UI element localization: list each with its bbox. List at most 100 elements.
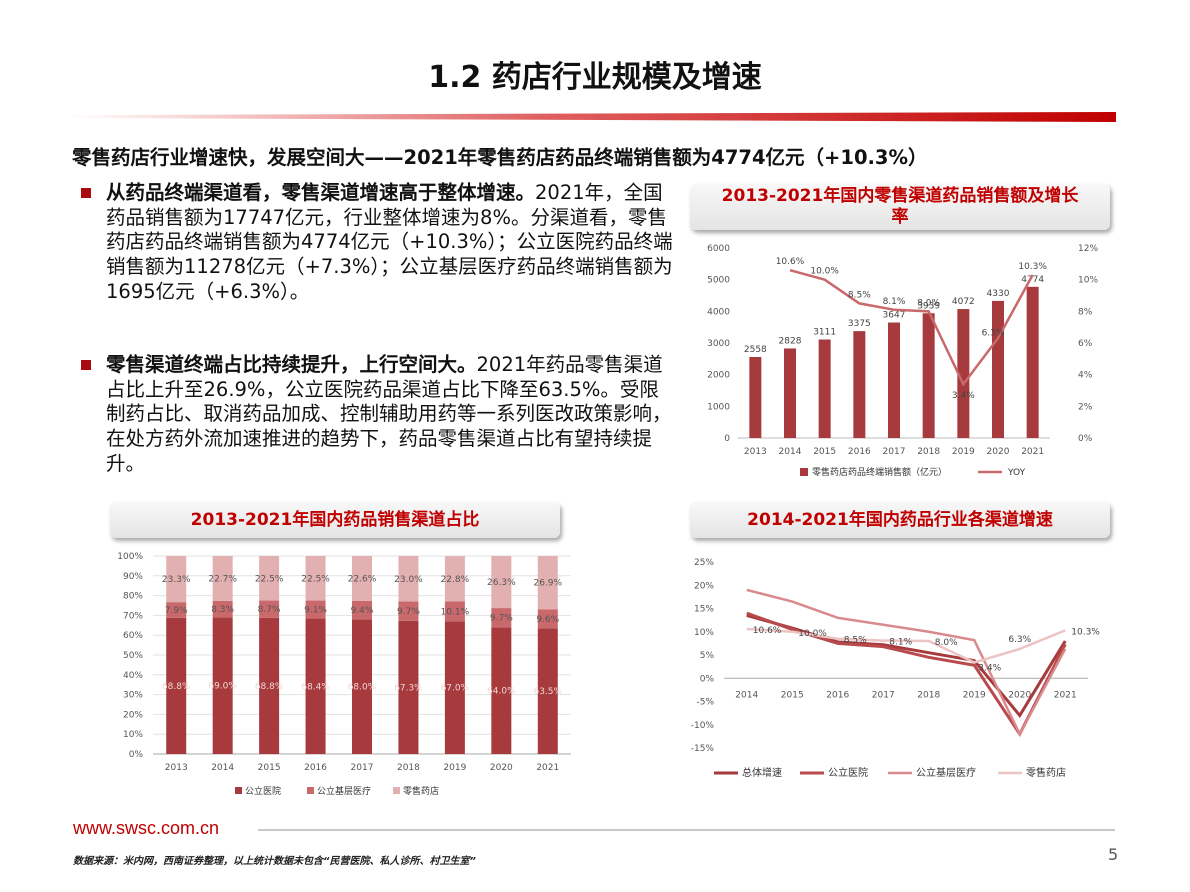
stacked-bar-segment bbox=[259, 617, 280, 754]
bar-value-label: 3375 bbox=[848, 319, 871, 329]
y-tick-label: 20% bbox=[694, 581, 714, 591]
segment-value-label: 22.7% bbox=[208, 574, 237, 584]
x-tick-label: 2018 bbox=[917, 447, 940, 457]
chart3-title-text: 2014-2021年国内药品行业各渠道增速 bbox=[747, 509, 1053, 530]
stacked-bar-segment bbox=[305, 618, 326, 754]
y2-tick-label: 10% bbox=[1078, 276, 1098, 286]
stacked-bar-segment bbox=[491, 627, 512, 754]
segment-value-label: 67.0% bbox=[441, 684, 470, 694]
retail-value-label: 8.0% bbox=[935, 638, 958, 648]
x-tick-label: 2020 bbox=[987, 447, 1010, 457]
bullet-2-bold: 零售渠道终端占比持续提升，上行空间大。 bbox=[106, 353, 477, 376]
retail-value-label: 8.1% bbox=[889, 638, 912, 648]
y2-tick-label: 0% bbox=[1078, 434, 1093, 444]
x-tick-label: 2015 bbox=[781, 690, 804, 700]
segment-value-label: 9.6% bbox=[536, 615, 559, 625]
y-tick-label: 5000 bbox=[707, 276, 730, 286]
x-tick-label: 2014 bbox=[735, 690, 758, 700]
stacked-bar-segment bbox=[491, 608, 512, 628]
segment-value-label: 26.3% bbox=[487, 578, 516, 588]
bullet-square-icon bbox=[81, 188, 91, 198]
yoy-value-label: 8.0% bbox=[917, 298, 940, 308]
x-tick-label: 2018 bbox=[917, 690, 940, 700]
legend-label: 公立医院 bbox=[245, 785, 281, 797]
x-tick-label: 2020 bbox=[1008, 690, 1031, 700]
segment-value-label: 8.7% bbox=[258, 605, 281, 615]
bar bbox=[922, 313, 935, 438]
legend-swatch bbox=[307, 787, 314, 794]
segment-value-label: 9.7% bbox=[490, 614, 513, 624]
segment-value-label: 9.7% bbox=[397, 607, 420, 617]
segment-value-label: 22.8% bbox=[441, 575, 470, 585]
stacked-bar-segment bbox=[352, 619, 372, 754]
y-tick-label: 1000 bbox=[707, 402, 730, 412]
stacked-bar-segment bbox=[305, 600, 326, 619]
bar bbox=[992, 300, 1004, 438]
stacked-bar-segment bbox=[166, 602, 187, 618]
y-tick-label: 0% bbox=[700, 674, 715, 684]
footer-note: 数据来源：米内网，西南证券整理，以上统计数据未包含“民营医院、私人诊所、村卫生室… bbox=[73, 856, 476, 867]
x-tick-label: 2016 bbox=[826, 690, 849, 700]
y-tick-label: 5% bbox=[700, 651, 715, 661]
x-tick-label: 2017 bbox=[351, 763, 374, 773]
x-tick-label: 2013 bbox=[744, 447, 767, 457]
yoy-value-label: 10.6% bbox=[776, 257, 805, 267]
yoy-line bbox=[789, 268, 1034, 387]
segment-value-label: 10.1% bbox=[441, 607, 470, 617]
page-number: 5 bbox=[1108, 845, 1119, 864]
bar bbox=[853, 331, 866, 438]
x-tick-label: 2020 bbox=[490, 763, 513, 773]
yoy-value-label: 3.4% bbox=[952, 391, 975, 401]
y-tick-label: 10% bbox=[694, 628, 714, 638]
y-tick-label: 100% bbox=[117, 552, 143, 562]
y-tick-label: 50% bbox=[123, 651, 143, 661]
y2-tick-label: 4% bbox=[1078, 371, 1093, 381]
segment-value-label: 67.3% bbox=[394, 683, 423, 693]
y-tick-label: -10% bbox=[691, 721, 715, 731]
bullet-1-bold: 从药品终端渠道看，零售渠道增速高于整体增速。 bbox=[106, 181, 536, 204]
footer-url[interactable]: www.swsc.com.cn bbox=[73, 818, 220, 838]
segment-value-label: 26.9% bbox=[533, 579, 562, 589]
legend-label: 零售药店 bbox=[1026, 766, 1066, 779]
x-tick-label: 2021 bbox=[1021, 447, 1044, 457]
yoy-value-label: 10.0% bbox=[810, 267, 839, 277]
channel-growth-chart: 25% 20% 15% 10% 5% 0% -5% -10% -15% 2014 2015 2016 2… bbox=[691, 558, 1101, 779]
y-tick-label: -15% bbox=[691, 744, 715, 754]
y-tick-label: 70% bbox=[123, 611, 143, 621]
y2-tick-label: 8% bbox=[1078, 307, 1093, 317]
bar bbox=[818, 339, 831, 438]
stacked-bar-segment bbox=[212, 556, 233, 601]
segment-value-label: 22.6% bbox=[348, 574, 377, 584]
legend-swatch bbox=[393, 787, 400, 794]
y-tick-label: 0 bbox=[724, 434, 730, 444]
segment-value-label: 68.8% bbox=[255, 682, 284, 692]
y2-tick-label: 12% bbox=[1078, 244, 1098, 254]
stacked-bar-segment bbox=[259, 556, 280, 601]
yoy-value-label: 8.1% bbox=[883, 297, 906, 307]
y-tick-label: 3000 bbox=[707, 339, 730, 349]
stacked-bar-segment bbox=[537, 628, 558, 754]
bullet-1-text: 2021年，全国药品销售额为17747亿元，行业整体增速为8%。分渠道看，零售药… bbox=[106, 181, 673, 303]
series-line bbox=[746, 627, 1066, 664]
bar bbox=[1026, 286, 1039, 438]
x-tick-label: 2021 bbox=[536, 763, 559, 773]
retail-value-label: 10.3% bbox=[1071, 627, 1100, 637]
bar bbox=[957, 309, 970, 438]
footer-divider bbox=[258, 829, 1115, 831]
legend-label: 公立基层医疗 bbox=[916, 766, 976, 779]
x-tick-label: 2019 bbox=[952, 447, 975, 457]
x-tick-label: 2013 bbox=[165, 763, 188, 773]
x-tick-label: 2016 bbox=[304, 763, 327, 773]
y-tick-label: 60% bbox=[123, 631, 143, 641]
chart1-title-text: 2013-2021年国内零售渠道药品销售额及增长率 bbox=[721, 186, 1079, 227]
yoy-value-label: 6.3% bbox=[982, 328, 1005, 338]
stacked-bar-segment bbox=[352, 556, 372, 601]
x-tick-label: 2015 bbox=[258, 763, 281, 773]
y2-tick-label: 6% bbox=[1078, 339, 1093, 349]
segment-value-label: 23.0% bbox=[394, 575, 423, 585]
retail-value-label: 3.4% bbox=[978, 663, 1001, 673]
bar-value-label: 2828 bbox=[779, 336, 802, 346]
yoy-value-label: 8.5% bbox=[848, 290, 871, 300]
stacked-bar-segment bbox=[444, 556, 465, 602]
channel-share-chart: 0% 10% 20% 30% 40% 50% 60% 70% 80% 90% 100% 2013 68.… bbox=[117, 552, 571, 797]
